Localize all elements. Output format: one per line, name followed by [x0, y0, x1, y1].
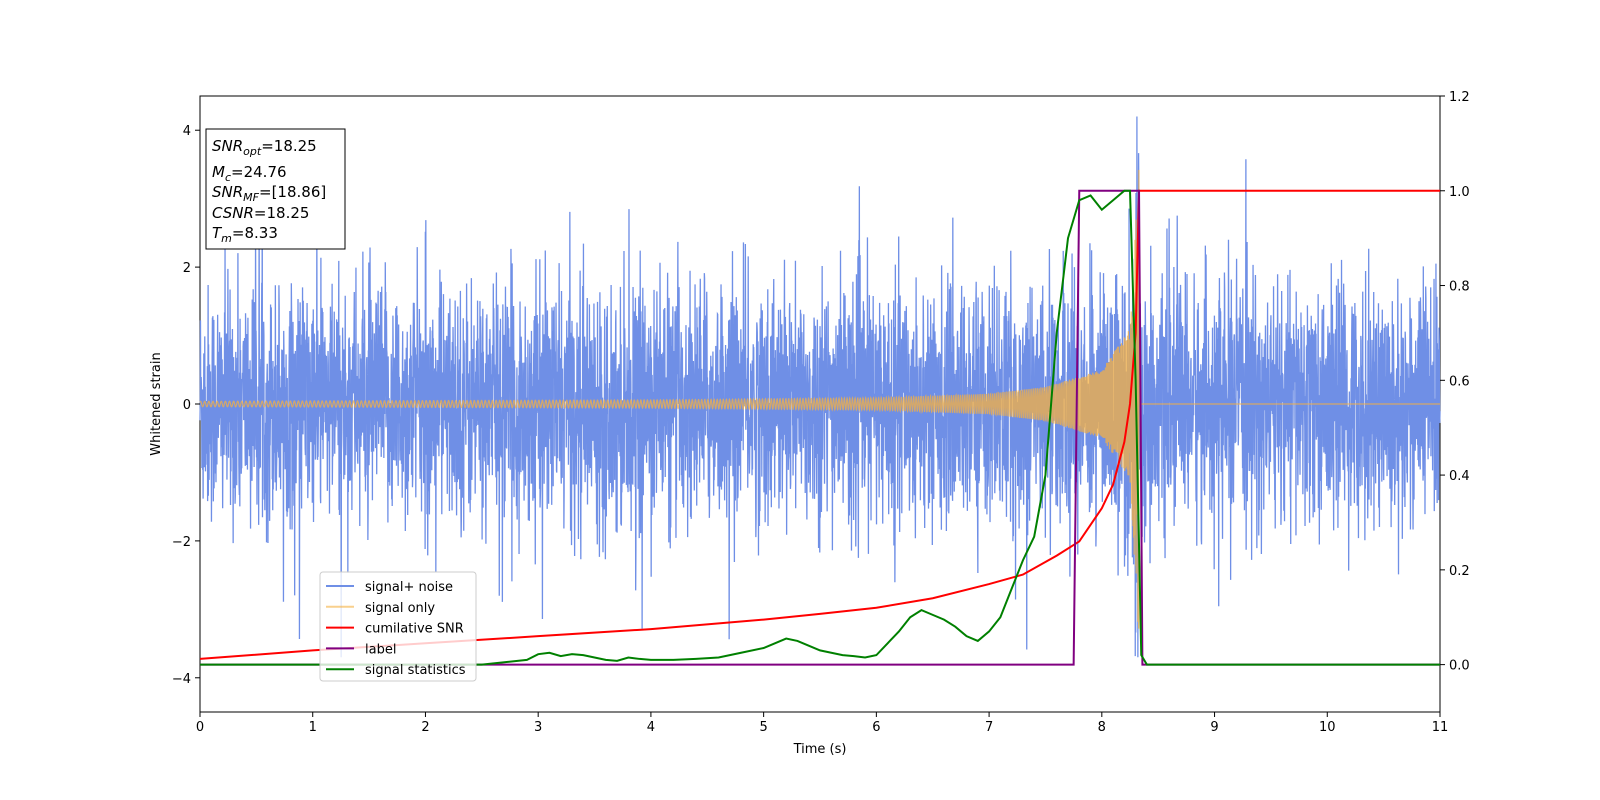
y-left-tick-label: 2 [183, 261, 191, 276]
ticks-layer: 0 1 2 3 4 5 6 7 8 9 10 11 4 2 0 −2 −4 1.2 1.0 0.8 0.6 0.4 0.2 0… [172, 90, 1470, 735]
series-signal-plus-noise [199, 116, 1441, 658]
x-tick-label: 2 [421, 720, 429, 735]
y-right-tick-label: 0.8 [1449, 280, 1470, 295]
info-box: SNRopt=18.25 Mc=24.76 SNRMF=[18.86] CSNR… [205, 128, 346, 250]
info-snr-mf: SNRMF=[18.86] [212, 183, 326, 204]
legend: signal+ noise signal only cumilative SNR la… [319, 571, 477, 682]
info-csnr: CSNR=18.25 [212, 204, 309, 222]
x-tick-label: 11 [1432, 720, 1449, 735]
x-tick-label: 9 [1210, 720, 1218, 735]
y-axis-label: Whitened strain [149, 352, 164, 455]
legend-frame [319, 571, 477, 682]
legend-label: label [365, 642, 396, 657]
x-tick-label: 8 [1098, 720, 1106, 735]
series-signal-statistics [200, 189, 1440, 666]
legend-label: signal only [365, 601, 435, 616]
y-left-tick-label: 0 [183, 398, 191, 413]
x-tick-label: 6 [872, 720, 880, 735]
y-right-tick-label: 0.4 [1449, 469, 1470, 484]
y-right-tick-label: 0.0 [1449, 659, 1470, 674]
x-tick-label: 3 [534, 720, 542, 735]
info-tm: Tm=8.33 [212, 224, 278, 245]
y-right-tick-label: 1.2 [1449, 90, 1470, 105]
x-tick-label: 4 [647, 720, 655, 735]
legend-label: cumilative SNR [365, 622, 464, 637]
y-left-tick-label: −4 [172, 672, 191, 687]
info-box-frame [205, 128, 346, 250]
x-axis-label: Time (s) [793, 742, 847, 757]
y-left-tick-label: 4 [183, 124, 191, 139]
x-tick-label: 0 [196, 720, 204, 735]
x-tick-label: 5 [759, 720, 767, 735]
legend-label: signal+ noise [365, 580, 453, 595]
x-tick-label: 10 [1319, 720, 1336, 735]
info-mc: Mc=24.76 [212, 163, 287, 184]
x-tick-label: 7 [985, 720, 993, 735]
series-layer [199, 116, 1441, 666]
info-snr-opt: SNRopt=18.25 [212, 137, 317, 158]
y-right-tick-label: 1.0 [1449, 185, 1470, 200]
series-signal-only [199, 169, 1440, 629]
y-left-tick-label: −2 [172, 535, 191, 550]
y-right-tick-label: 0.6 [1449, 374, 1470, 389]
y-right-tick-label: 0.2 [1449, 564, 1470, 579]
x-tick-label: 1 [309, 720, 317, 735]
legend-label: signal statistics [365, 663, 466, 678]
